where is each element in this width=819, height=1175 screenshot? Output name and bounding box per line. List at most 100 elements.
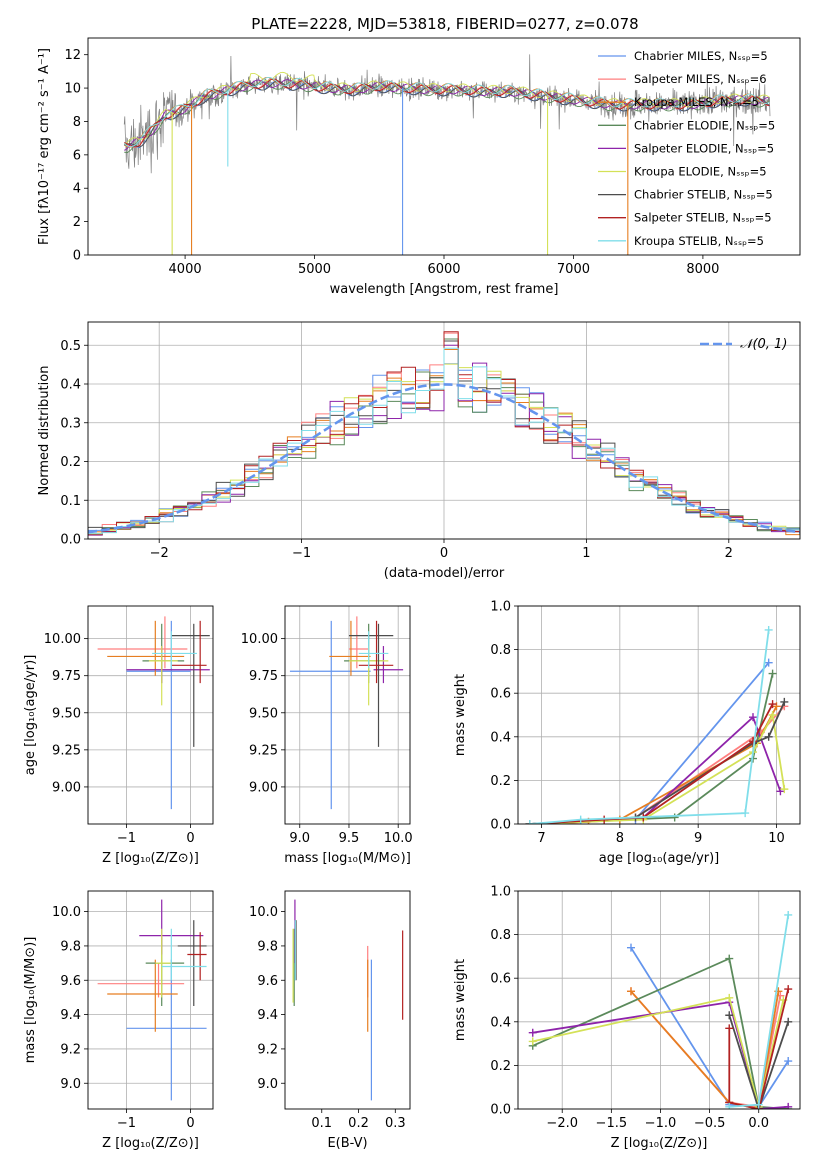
x-tick-label: 7000: [557, 262, 590, 277]
errorbar-point: [187, 932, 207, 981]
data-point: [525, 820, 534, 824]
x-tick-label: 6000: [427, 262, 460, 277]
data-point: [576, 815, 585, 824]
y-tick-label: 9.2: [60, 1042, 81, 1057]
x-tick-label: 9: [694, 831, 702, 846]
x-axis-label: wavelength [Angstrom, rest frame]: [330, 282, 559, 297]
y-axis-label: Flux [fλ10⁻¹⁷ erg cm⁻² s⁻¹ A⁻¹]: [37, 48, 52, 245]
histogram-kroupa-stelib: [88, 347, 800, 535]
series-kroupa-stelib: [525, 625, 773, 824]
x-tick-label: 0: [440, 546, 448, 561]
errorbar-point: [126, 959, 207, 1101]
y-tick-label: 9.4: [257, 1008, 278, 1023]
data-point: [528, 1028, 537, 1037]
legend-label: Salpeter ELODIE, Nₛₛₚ=5: [634, 141, 774, 155]
data-point: [780, 785, 789, 794]
y-tick-label: 9.0: [60, 1077, 81, 1092]
y-tick-label: 9.25: [52, 743, 81, 758]
y-tick-label: 8: [73, 115, 81, 130]
x-tick-label: 0.1: [311, 1116, 332, 1131]
data-point: [749, 713, 757, 722]
errorbar-point: [358, 620, 394, 684]
y-tick-label: 0.0: [490, 1103, 511, 1118]
errorbar-point: [152, 631, 197, 669]
errorbar-point: [97, 616, 188, 669]
series-line: [529, 629, 770, 824]
y-tick-label: 0.4: [60, 378, 81, 393]
y-tick-label: 9.00: [52, 780, 81, 795]
y-axis-label: mass weight: [453, 674, 468, 756]
y-axis-label: mass weight: [453, 959, 468, 1041]
x-tick-label: 8: [616, 831, 624, 846]
legend-label: Kroupa STELIB, Nₛₛₚ=5: [634, 234, 764, 248]
x-tick-label: 0.0: [748, 1116, 769, 1131]
axes-frame: [87, 890, 214, 1110]
x-axis-label: mass [log₁₀(M/M⊙)]: [284, 851, 411, 866]
data-point: [784, 985, 793, 994]
legend: Chabrier MILES, Nₛₛₚ=5 Salpeter MILES, Nₛ…: [598, 49, 775, 248]
errorbar-point: [171, 620, 207, 684]
data-point: [626, 943, 635, 952]
plot-area-age-vs-Z: [97, 616, 210, 810]
x-axis-label: (data-model)/error: [384, 566, 505, 581]
y-tick-label: 0.1: [60, 494, 81, 509]
x-tick-label: 10: [768, 831, 785, 846]
y-tick-label: 9.75: [52, 669, 81, 684]
y-tick-label: 9.4: [60, 1008, 81, 1023]
y-tick-label: 0.3: [60, 416, 81, 431]
data-point: [764, 658, 773, 667]
errorbar-point: [161, 928, 207, 981]
y-tick-label: 9.50: [52, 706, 81, 721]
y-tick-label: 6: [73, 148, 81, 163]
y-tick-label: 9.0: [257, 1077, 278, 1092]
data-point: [626, 987, 635, 996]
errorbar-point: [171, 623, 210, 747]
y-axis-label: age [log₁₀(age/yr)]: [23, 655, 38, 776]
axes-frame: [87, 605, 214, 825]
x-tick-label: 8000: [686, 262, 719, 277]
data-point: [725, 1102, 734, 1109]
legend-label: Kroupa ELODIE, Nₛₛₚ=5: [634, 165, 767, 179]
series-kroupa-stelib: [725, 910, 793, 1109]
series-line: [728, 1015, 790, 1109]
y-tick-label: 0.0: [490, 818, 511, 833]
y-tick-label: 2: [73, 215, 81, 230]
y-tick-label: 0.8: [490, 928, 511, 943]
x-tick-label: 5000: [298, 262, 331, 277]
y-tick-label: 9.6: [60, 974, 81, 989]
errorbar-point: [177, 920, 207, 1007]
y-tick-label: 0.6: [490, 972, 511, 987]
y-tick-label: 12: [64, 48, 81, 63]
axes-frame: [87, 37, 801, 256]
y-tick-label: 0.2: [60, 455, 81, 470]
model-line: [124, 78, 770, 148]
axes-age-vs-mass: 9.0 9.5 10.0 9.00 9.25 9.50 9.75 10.00 mass [log…: [241, 605, 413, 866]
y-tick-label: 0.4: [490, 730, 511, 745]
legend-label: Chabrier STELIB, Nₛₛₚ=5: [634, 188, 773, 202]
x-axis-label: age [log₁₀(age/yr)]: [599, 851, 720, 866]
y-tick-label: 0.0: [60, 533, 81, 548]
x-tick-label: 1: [582, 546, 590, 561]
y-axis-label: Normed distribution: [37, 366, 52, 496]
data-point: [768, 711, 777, 719]
plot-area-age-vs-mass: [289, 616, 404, 810]
x-tick-label: 0: [186, 831, 194, 846]
errorbar-point: [107, 959, 178, 1032]
y-tick-label: 0.2: [490, 774, 511, 789]
plot-area-residuals: [88, 331, 800, 536]
y-tick-label: 9.8: [257, 939, 278, 954]
axes-mass-vs-Z: −1 0 9.0 9.2 9.4 9.6 9.8 10.0 Z [log₁₀(Z/Z⊙)] mas…: [23, 890, 214, 1151]
data-point: [768, 669, 777, 678]
y-tick-label: 9.2: [257, 1042, 278, 1057]
plot-area-weight-vs-age: [525, 625, 789, 824]
errorbar-point: [126, 646, 210, 684]
model-line: [124, 80, 770, 148]
x-tick-label: 7: [537, 831, 545, 846]
x-tick-label: 2: [725, 546, 733, 561]
legend-label: Salpeter MILES, Nₛₛₚ=6: [634, 72, 767, 86]
axes-mass-vs-ebv: 0.1 0.2 0.3 9.0 9.2 9.4 9.6 9.8 10.0 E(B-V): [249, 890, 411, 1151]
figure-title: PLATE=2228, MJD=53818, FIBERID=0277, z=0…: [251, 15, 638, 33]
data-point: [768, 700, 777, 709]
y-tick-label: 0.4: [490, 1015, 511, 1030]
